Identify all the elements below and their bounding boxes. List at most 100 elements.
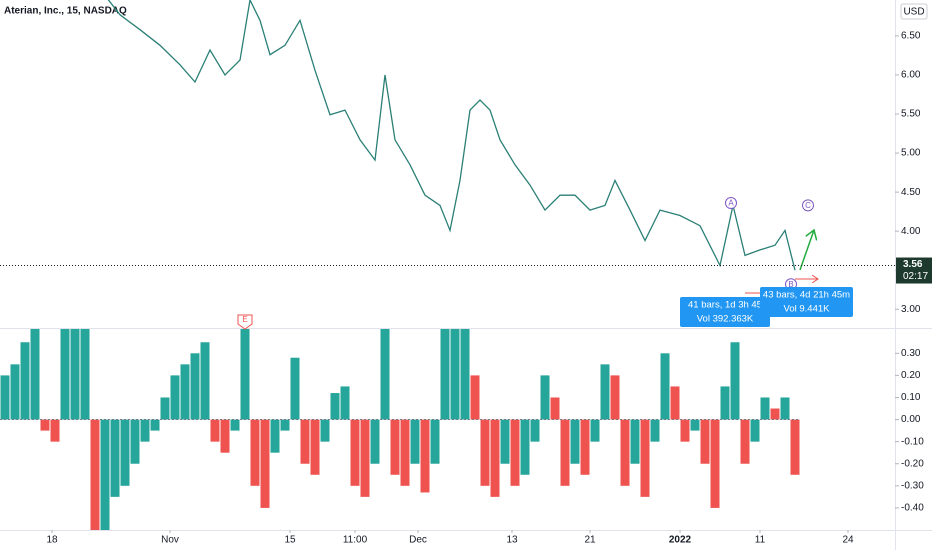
histogram-bar [210,419,220,442]
histogram-bar [730,342,740,420]
last-price-box [896,257,932,284]
histogram-bar [520,419,530,475]
histogram-bar [70,329,80,420]
histogram-bar [390,419,400,475]
histogram-bar [120,419,130,486]
x-tick-label: 21 [584,535,596,546]
histogram-bar [530,419,540,442]
histogram-bar [350,419,360,486]
histogram-bar [590,419,600,442]
countdown: 02:17 [903,271,928,282]
histogram-bar [550,397,560,420]
histogram-bar [270,419,280,453]
y-tick-label: 6.50 [901,31,921,42]
histogram-bar [770,408,780,420]
y-tick-label: 0.00 [901,414,921,425]
histogram-bar [80,329,90,420]
x-tick-label: Nov [161,535,179,546]
histogram-bar [170,375,180,420]
measure-text: Vol 392.363K [697,314,754,325]
histogram-bar [720,386,730,420]
histogram-bar [560,419,570,486]
histogram-bar [50,419,60,442]
measure-text: 43 bars, 4d 21h 45m [763,290,850,301]
histogram-bar [160,397,170,420]
histogram-bar [690,419,700,431]
measure-box [680,297,770,327]
last-price: 3.56 [903,259,923,270]
histogram-bar [460,329,470,420]
measure-box [760,287,853,317]
x-tick-label: 11:00 [343,535,368,546]
histogram-bar [360,419,370,497]
histogram-bar [540,375,550,420]
histogram-bar [490,419,500,497]
histogram-bar [110,419,120,497]
histogram-bar [600,364,610,420]
event-marker [237,314,253,330]
y-tick-label: 4.50 [901,187,921,198]
histogram-bar [580,419,590,475]
x-tick-label: 18 [46,535,58,546]
event-label: E [242,315,247,324]
y-tick-label: 4.00 [901,226,921,237]
histogram-bar [660,353,670,420]
wave-label: B [788,280,793,289]
histogram-bar [190,353,200,420]
x-tick-label: Dec [409,535,427,546]
y-tick-label: 0.30 [901,348,921,359]
histogram-bar [150,419,160,431]
y-tick-label: 3.00 [901,304,921,315]
histogram-bar [500,419,510,464]
histogram-bar [480,419,490,486]
histogram-bar [320,419,330,442]
x-tick-label: 15 [284,535,296,546]
y-tick-label: 5.00 [901,148,921,159]
arrow [799,230,814,271]
histogram-bar [650,419,660,442]
wave-label-circle [725,197,737,210]
histogram-bar [750,419,760,442]
histogram-bar [670,386,680,420]
histogram-bar [60,329,70,420]
x-tick-label: 11 [755,535,766,546]
currency[interactable]: USD [903,7,924,18]
histogram-bar [570,419,580,464]
histogram-bar [710,419,720,508]
histogram-bar [340,386,350,420]
x-tick-label: 2022 [669,535,692,546]
histogram-bar [430,419,440,464]
histogram-bar [20,342,30,420]
y-tick-label: 0.10 [901,392,921,403]
histogram-bar [230,419,240,431]
histogram-bar [90,419,100,530]
chart-title: Aterian, Inc., 15, NASDAQ [4,6,127,17]
histogram-bar [370,419,380,464]
histogram-bar [30,329,40,420]
y-tick-label: -0.10 [901,436,924,447]
histogram-bar [10,364,20,420]
histogram-pane [0,329,800,530]
histogram-bar [240,329,250,420]
price-line [107,0,796,271]
histogram-bar [290,357,300,420]
y-tick-label: 6.00 [901,70,921,81]
histogram-bar [280,419,290,431]
y-tick-label: -0.30 [901,480,924,491]
histogram-bar [640,419,650,497]
y-tick-label: -0.20 [901,458,924,469]
histogram-bar [220,419,230,453]
histogram-bar [740,419,750,464]
histogram-bar [180,364,190,420]
measure-text: Vol 9.441K [784,304,831,315]
histogram-bar [100,419,110,530]
histogram-bar [510,419,520,486]
histogram-bar [610,375,620,420]
currency-box[interactable] [900,3,928,20]
y-tick-label: -0.40 [901,503,924,514]
wave-label: A [728,199,734,208]
histogram-bar [330,393,340,420]
histogram-bar [380,329,390,420]
measure-text: 41 bars, 1d 3h 45 [688,300,762,311]
